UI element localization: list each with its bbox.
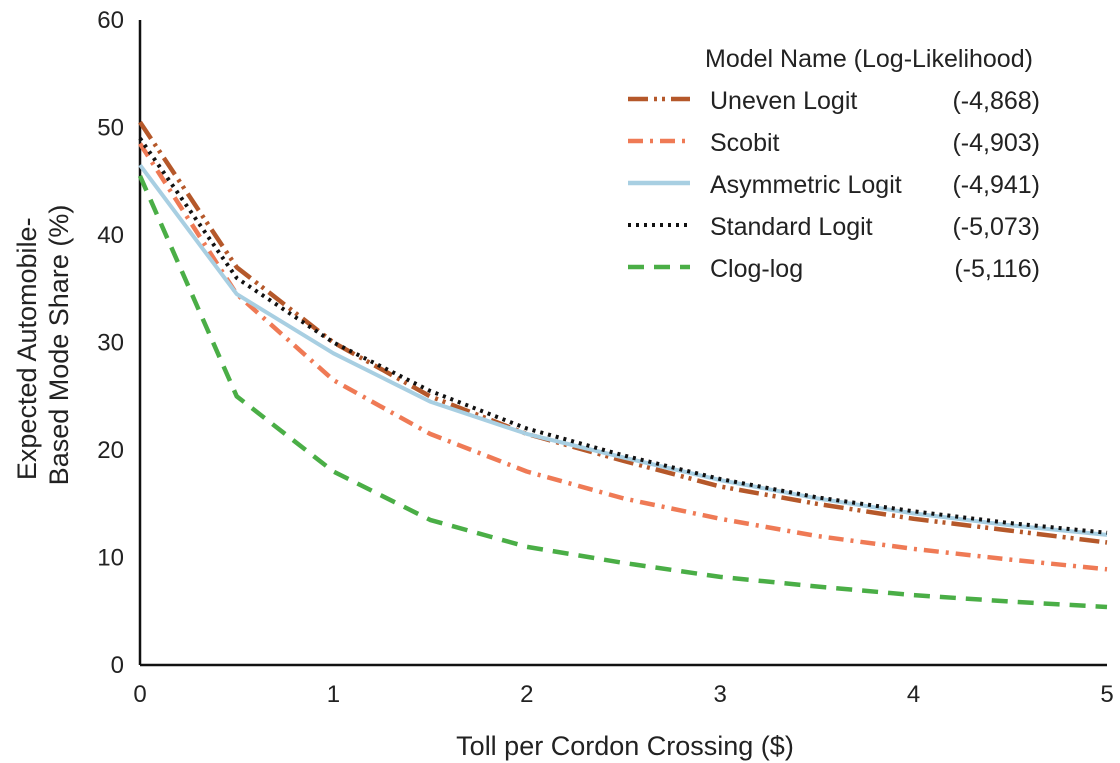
y-tick-label: 50 <box>97 115 124 142</box>
y-tick-label: 60 <box>97 7 124 34</box>
series-layer <box>137 120 1108 610</box>
series-line-asymmetric-logit <box>138 163 1108 537</box>
legend-label-standard-logit: Standard Logit <box>710 213 873 241</box>
y-tick-label: 10 <box>97 545 124 572</box>
y-tick-label: 40 <box>97 222 124 249</box>
x-tick-label: 5 <box>1100 681 1113 708</box>
series-line-uneven-logit <box>138 120 1108 545</box>
x-tick-label: 1 <box>327 681 340 708</box>
series-line-clog-log <box>137 174 1108 610</box>
legend-title: Model Name (Log-Likelihood) <box>705 45 1033 73</box>
legend-loglik-standard-logit: (-5,073) <box>952 213 1040 241</box>
x-tick-label: 2 <box>520 681 533 708</box>
legend-loglik-uneven-logit: (-4,868) <box>952 87 1040 115</box>
y-tick-label: 30 <box>97 330 124 357</box>
x-tick-label: 3 <box>714 681 727 708</box>
y-axis-title-line-2: Based Mode Share (%) <box>44 205 74 486</box>
legend: Model Name (Log-Likelihood) Uneven Logit… <box>628 45 1040 283</box>
legend-loglik-clog-log: (-5,116) <box>954 255 1040 283</box>
y-axis-title: Expected Automobile- Based Mode Share (%… <box>12 205 74 486</box>
series-line-scobit <box>138 142 1108 572</box>
legend-label-scobit: Scobit <box>710 129 780 157</box>
y-tick-label: 0 <box>111 652 124 679</box>
axes <box>138 20 1107 667</box>
x-axis-title: Toll per Cordon Crossing ($) <box>456 731 794 761</box>
x-tick-label: 4 <box>907 681 920 708</box>
x-tick-label: 0 <box>133 681 146 708</box>
y-tick-label: 20 <box>97 437 124 464</box>
y-axis-title-line-1: Expected Automobile- <box>12 217 42 480</box>
legend-label-clog-log: Clog-log <box>710 255 803 283</box>
legend-loglik-asymmetric-logit: (-4,941) <box>952 171 1040 199</box>
legend-loglik-scobit: (-4,903) <box>952 129 1040 157</box>
tick-labels: 0 10 20 30 40 50 60 0 1 2 3 4 5 <box>97 7 1113 708</box>
legend-label-uneven-logit: Uneven Logit <box>710 87 857 115</box>
legend-label-asymmetric-logit: Asymmetric Logit <box>710 171 902 199</box>
